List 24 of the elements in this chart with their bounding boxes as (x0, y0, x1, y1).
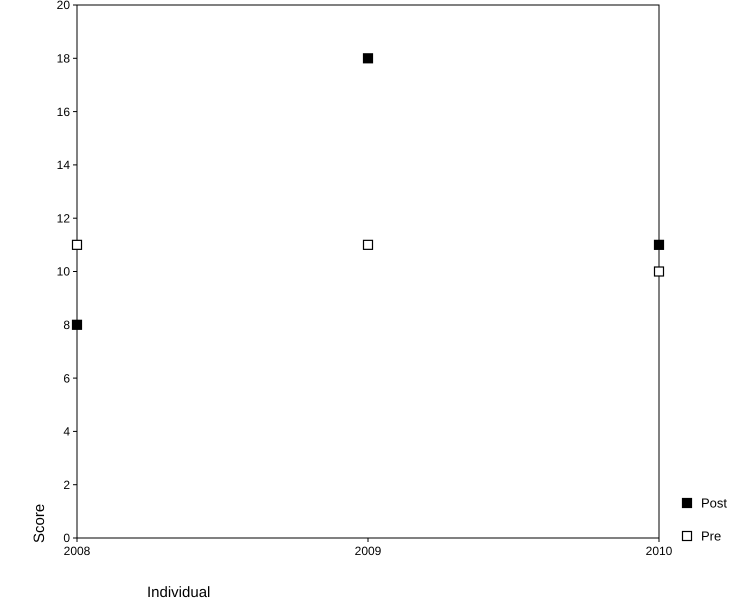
y-tick-label: 20 (56, 0, 70, 12)
x-tick-label: 2008 (64, 544, 91, 558)
y-tick-label: 6 (63, 371, 70, 386)
y-tick-label: 10 (56, 264, 70, 279)
point (362, 240, 374, 250)
y-tick-label: 0 (63, 531, 70, 546)
y-tick-label: 4 (63, 424, 70, 439)
y-tick-label: 14 (56, 158, 70, 172)
point (362, 53, 374, 64)
x-axis-title: Individual (147, 584, 210, 601)
y-tick-label: 8 (63, 318, 70, 332)
point (72, 320, 82, 330)
legend-label: Post (701, 496, 728, 511)
point (72, 240, 82, 250)
y-axis-title: Score (31, 504, 48, 543)
y-tick-label: 12 (56, 211, 70, 226)
point (654, 266, 664, 277)
x-tick-label: 2010 (646, 544, 673, 558)
legend-label: Pre (701, 528, 722, 544)
point (654, 240, 664, 250)
y-tick-label: 2 (63, 478, 70, 492)
y-tick-label: 18 (56, 52, 70, 66)
y-tick-label: 16 (56, 104, 70, 119)
x-tick-label: 2009 (354, 544, 382, 558)
